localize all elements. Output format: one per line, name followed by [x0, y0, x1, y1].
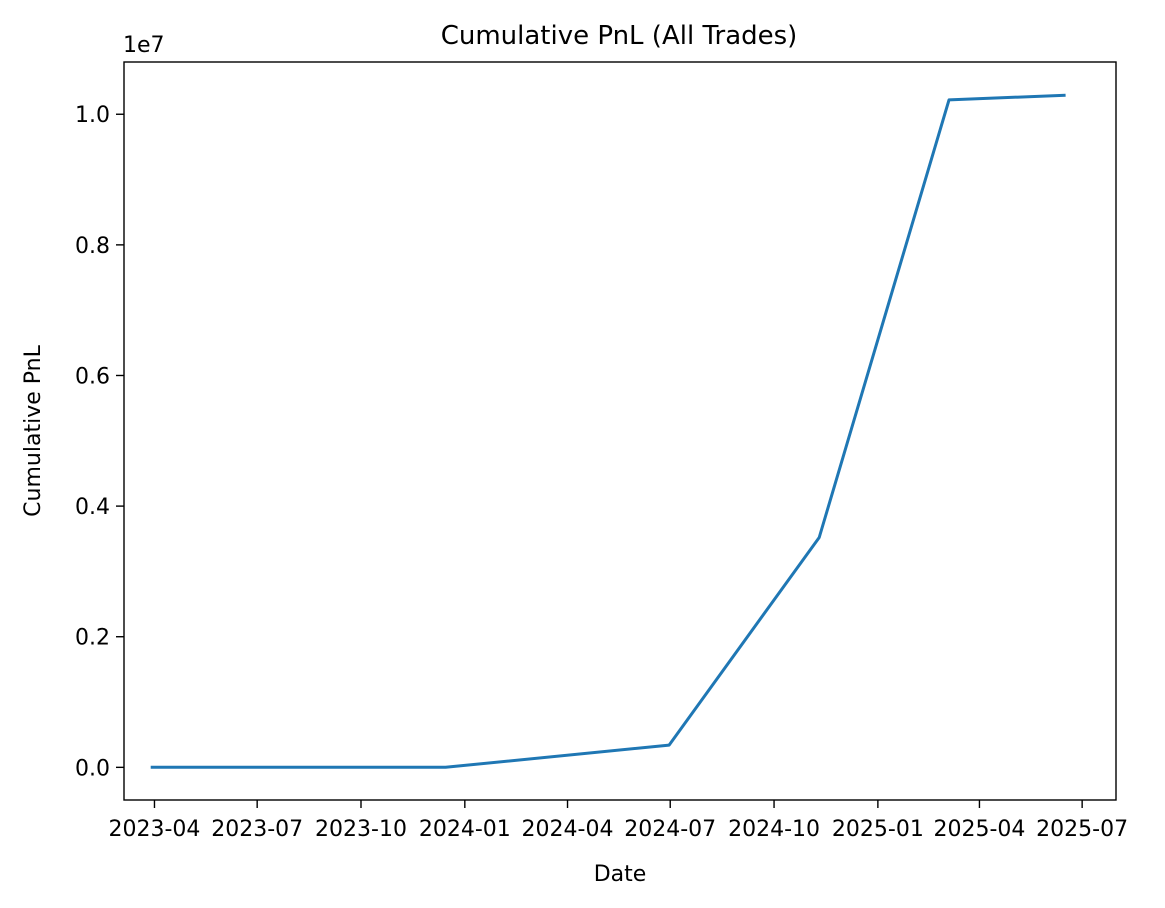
x-tick-label: 2025-07	[1036, 817, 1128, 842]
plot-frame	[123, 61, 1117, 801]
x-tick-label: 2023-10	[315, 817, 407, 842]
y-axis-label: Cumulative PnL	[21, 344, 46, 516]
plot-lines	[150, 93, 1066, 769]
x-tick-label: 2024-01	[419, 817, 511, 842]
x-tick-label: 2025-01	[832, 817, 924, 842]
x-tick-label: 2024-07	[624, 817, 716, 842]
x-tick-label: 2025-04	[933, 817, 1025, 842]
y-axis-ticks: 0.0 0.2 0.4 0.6 0.8 1.0	[75, 103, 124, 781]
x-axis-label: Date	[594, 862, 647, 887]
x-axis-ticks: 2023-04 2023-07 2023-10 2024-01 2024-04 2024-…	[109, 800, 1128, 842]
y-tick-label: 0.8	[75, 234, 110, 259]
x-tick-label: 2024-10	[728, 817, 820, 842]
y-tick-label: 0.0	[75, 756, 110, 781]
chart-title: Cumulative PnL (All Trades)	[441, 21, 798, 51]
series-line	[150, 93, 1066, 769]
y-tick-label: 0.4	[75, 495, 110, 520]
y-tick-label: 1.0	[75, 103, 110, 128]
y-tick-label: 0.2	[75, 626, 110, 651]
x-tick-label: 2023-07	[211, 817, 303, 842]
x-tick-label: 2023-04	[109, 817, 201, 842]
y-tick-label: 0.6	[75, 364, 110, 389]
y-offset-label: 1e7	[123, 33, 165, 58]
x-tick-label: 2024-04	[522, 817, 614, 842]
